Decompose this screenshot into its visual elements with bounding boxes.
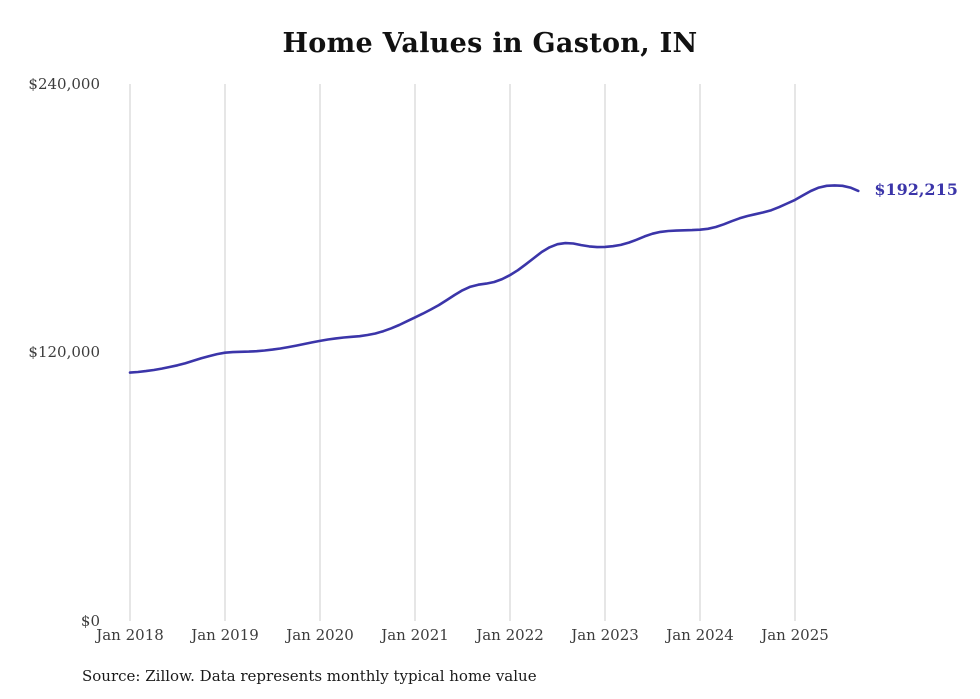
x-axis-tick: Jan 2022 [476, 626, 544, 644]
latest-value-label: $192,215 [874, 179, 958, 199]
x-axis-tick: Jan 2019 [191, 626, 259, 644]
x-axis-tick: Jan 2025 [761, 626, 829, 644]
home-value-line [128, 184, 860, 374]
x-axis-tick: Jan 2023 [571, 626, 639, 644]
x-axis-tick: Jan 2020 [286, 626, 354, 644]
chart-title: Home Values in Gaston, IN [282, 28, 698, 59]
x-axis-tick: Jan 2024 [666, 626, 734, 644]
x-axis-tick: Jan 2018 [96, 626, 164, 644]
y-axis-tick-120000: $120,000 [28, 343, 100, 361]
y-axis-tick-240000: $240,000 [28, 75, 100, 93]
source-note: Source: Zillow. Data represents monthly … [82, 667, 537, 685]
y-axis-tick-0: $0 [80, 612, 100, 630]
x-axis-tick: Jan 2021 [381, 626, 449, 644]
